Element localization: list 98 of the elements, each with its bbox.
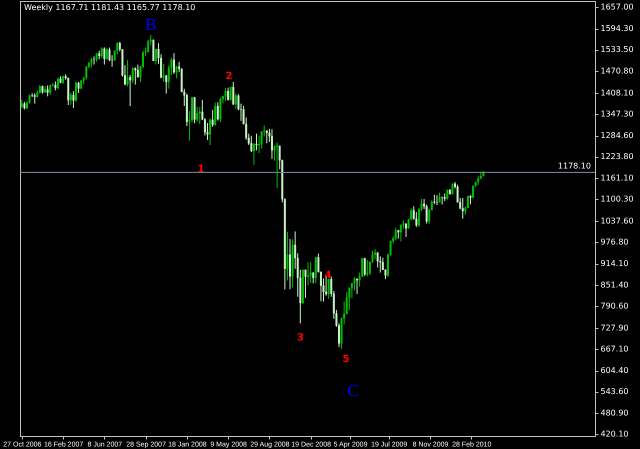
candlestick [103,46,106,66]
candlestick [312,271,314,284]
y-tick-label: 1100.30 [600,194,634,204]
annotation: C [347,381,359,400]
candlestick [286,231,288,282]
candlestick [132,66,134,84]
candlestick [72,90,74,109]
candlestick [209,118,212,146]
candlestick [196,106,198,122]
candlestick [314,256,317,284]
candlestick [219,96,222,122]
candlestick [477,174,480,186]
candlestick [304,269,306,298]
candlestick [270,128,273,160]
y-tick-label: 1284.60 [600,131,634,140]
candlestick [134,66,136,86]
candlestick [394,227,397,241]
candlestick [70,92,72,106]
candlestick [234,93,237,110]
candlestick [472,185,474,198]
annotation: B [145,14,156,34]
candlestick [232,81,234,106]
candlestick [216,102,219,122]
candlestick [194,96,196,124]
candlestick [129,74,132,107]
y-tick-label: 976.80 [600,237,628,246]
y-tick-label: 1408.10 [600,88,634,98]
candlestick [227,87,230,102]
candlestick [366,260,368,277]
candlestick [328,278,330,300]
candlestick [78,81,80,94]
candlestick [433,194,436,205]
candlestick [374,248,376,260]
candlestick [126,60,129,87]
candlestick [90,57,92,68]
candlestick [462,197,464,220]
y-tick-label: 480.90 [600,408,628,418]
candlestick [49,84,52,96]
candlestick [85,65,88,80]
y-tick-label: 604.40 [600,366,628,376]
candlestick [276,142,278,188]
y-tick-label: 543.60 [600,387,628,396]
annotation: Weekly 1167.71 1181.43 1165.77 1178.10 [24,3,196,12]
candlestick [400,224,402,242]
candlestick [176,65,178,79]
candlestick [100,46,103,59]
annotation: 4 [324,270,332,281]
candlestick [250,135,252,152]
candlestick [214,102,216,126]
candlestick [106,47,108,61]
candlestick [46,84,49,97]
candlestick [379,256,382,274]
y-tick-label: 1657.00 [600,2,634,12]
candlestick [258,135,260,154]
candlestick [224,88,227,102]
candlestick [356,278,358,294]
candlestick [212,109,214,128]
y-tick-label: 1037.60 [600,216,634,226]
y-tick-label: 851.40 [600,280,628,290]
candlestick [364,257,366,277]
annotation: 5 [342,354,350,365]
candlestick [255,133,258,151]
y-tick-label: 914.10 [600,259,628,268]
annotation: 1 [198,164,205,175]
candlestick [165,74,168,94]
candlestick [34,92,36,104]
candlestick [162,63,165,82]
candlestick [230,86,232,102]
candlestick [446,189,448,200]
y-tick-label: 420.10 [600,430,628,439]
candlestick [266,130,268,144]
y-tick-label: 667.10 [600,344,628,354]
y-tick-label: 1470.80 [600,66,634,76]
candlestick [56,76,59,90]
candlestick [198,106,201,124]
candlestick [310,262,312,284]
y-tick-label: 1223.80 [600,152,634,162]
ref-line-label: 1178.10 [558,161,591,170]
y-tick-label: 1347.30 [600,109,634,118]
annotation: 2 [226,71,233,82]
y-tick-label: 1161.10 [600,174,634,183]
candlestick [405,222,408,238]
candlestick [67,77,70,106]
candlestick [206,122,208,140]
candlestick [348,286,350,311]
candlestick [154,48,157,66]
y-tick-label: 790.60 [600,302,628,311]
y-tick-label: 727.90 [600,323,628,332]
annotation: 3 [296,332,304,344]
candlestick [307,262,310,286]
candlestick [172,52,175,74]
candlestick [74,81,77,102]
candlestick [436,194,438,206]
y-tick-label: 1533.50 [600,45,634,54]
candlestick [289,238,292,290]
candlestick [438,192,441,203]
candlestick [252,142,255,166]
y-tick-label: 1594.30 [600,24,634,34]
